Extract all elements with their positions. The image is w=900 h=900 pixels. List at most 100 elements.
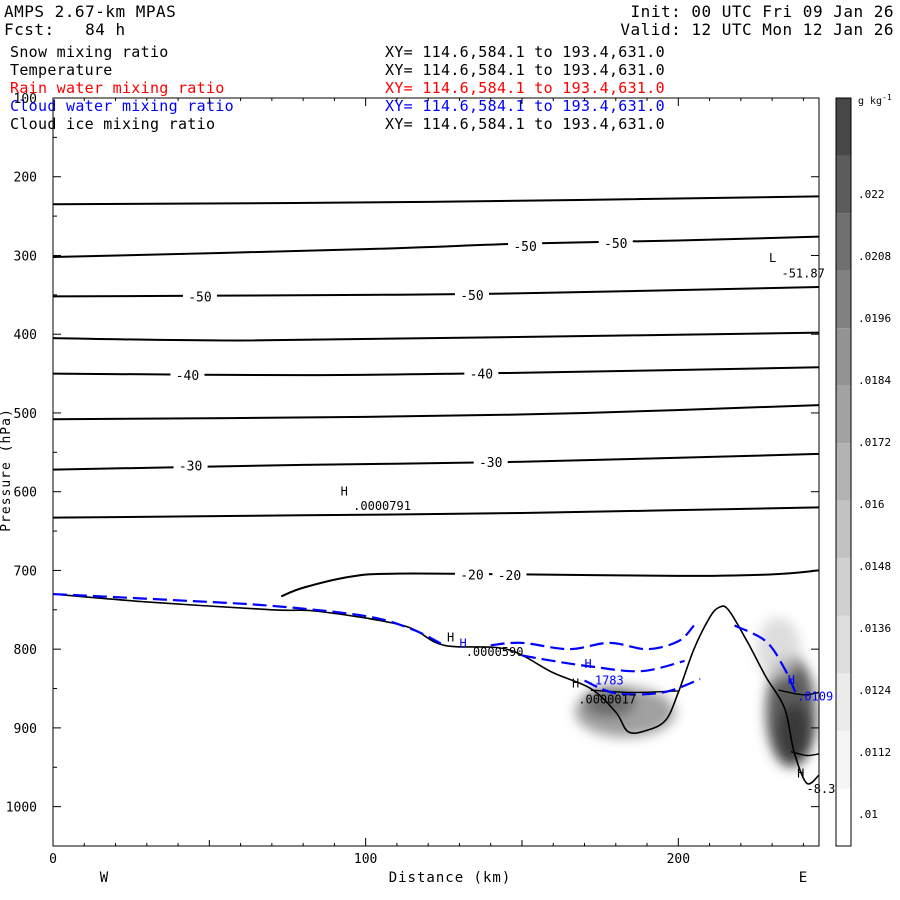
extremum-label: H xyxy=(341,485,348,499)
y-tick-label: 900 xyxy=(14,722,37,737)
isotherm-label-bg xyxy=(473,453,508,470)
isotherm-label-bg xyxy=(170,367,205,384)
colorbar-label: .016 xyxy=(858,498,885,511)
extremum-label: .0109 xyxy=(797,689,833,703)
x-tick-label: 200 xyxy=(667,852,690,867)
colorbar-swatch xyxy=(836,673,851,731)
field-name-cloud-ice: Cloud ice mixing ratio xyxy=(10,115,216,133)
y-tick-label: 1000 xyxy=(6,801,37,816)
colorbar-label: .0208 xyxy=(858,250,891,263)
extremum-label: -51.87 xyxy=(781,267,824,281)
field-xy-temperature: XY= 114.6,584.1 to 193.4,631.0 xyxy=(385,61,665,79)
terrain-outline xyxy=(53,593,819,785)
temperature-isotherms xyxy=(53,195,819,598)
extremum-label: -8.3 xyxy=(806,782,835,796)
plot-frame xyxy=(52,97,820,847)
field-name-cloud-water: Cloud water mixing ratio xyxy=(10,97,234,115)
extremum-label: H xyxy=(459,637,466,651)
colorbar-label: .022 xyxy=(858,188,885,201)
field-xy-cloud-ice: XY= 114.6,584.1 to 193.4,631.0 xyxy=(385,115,665,133)
isotherm-line xyxy=(53,452,819,471)
colorbar-swatch xyxy=(836,328,851,386)
colorbar-swatch xyxy=(836,385,851,444)
init-time: Init: 00 UTC Fri 09 Jan 26 xyxy=(630,2,894,21)
snow-shade-blob xyxy=(584,688,635,717)
isotherm-label-bg xyxy=(182,288,217,305)
forecast-hour: Fcst: 84 h xyxy=(4,20,126,39)
isotherm-label-bg xyxy=(464,365,499,382)
snow-shade-blob xyxy=(756,617,801,681)
isotherm-label-bg xyxy=(173,457,208,474)
cloud-water-contours xyxy=(53,592,799,697)
cloud-water-contour xyxy=(734,624,799,697)
extremum-label: H xyxy=(797,766,804,780)
y-tick-label: 600 xyxy=(14,486,37,501)
isotherm-label: -50 xyxy=(460,289,483,304)
y-tick-label: 500 xyxy=(14,407,37,422)
isotherm-label: -30 xyxy=(479,456,502,471)
extremum-label: .0000791 xyxy=(353,499,411,513)
colorbar-label: .0112 xyxy=(858,746,891,759)
cloud-water-contour xyxy=(584,678,701,696)
isotherm-label: -50 xyxy=(513,240,536,255)
colorbar: .022 .0208 .0196 .0184 .0172 .016 .0148 .0136 .0… xyxy=(835,93,892,847)
colorbar-swatch xyxy=(836,558,851,616)
field-xy-snow: XY= 114.6,584.1 to 193.4,631.0 xyxy=(385,43,665,61)
terrain-line xyxy=(53,593,819,785)
isotherm-line xyxy=(280,569,819,598)
y-tick-label: 100 xyxy=(14,92,37,107)
colorbar-swatch xyxy=(836,615,851,674)
colorbar-label: .0124 xyxy=(858,684,891,697)
extremum-label: H xyxy=(585,657,592,671)
y-tick-label: 300 xyxy=(14,249,37,264)
colorbar-swatch xyxy=(836,730,851,789)
snow-contour-line xyxy=(790,750,819,757)
isotherm-labels: -50 -50 -50 -50 -40 -40 -30 -30 -20 -20 xyxy=(170,234,633,584)
isotherm-line xyxy=(53,195,819,206)
isotherm-label: -50 xyxy=(604,237,627,252)
field-name-rain: Rain water mixing ratio xyxy=(10,79,225,97)
isotherm-label: -40 xyxy=(176,369,199,384)
extremum-label: .0000590 xyxy=(466,645,524,659)
snow-shade-blob xyxy=(778,704,810,760)
valid-time: Valid: 12 UTC Mon 12 Jan 26 xyxy=(620,20,894,39)
isotherm-label-bg xyxy=(454,566,489,583)
colorbar-label: .0148 xyxy=(858,560,891,573)
colorbar-label: .0172 xyxy=(858,436,891,449)
isotherm-label-bg xyxy=(508,238,543,255)
x-tick-label: 0 xyxy=(49,852,57,867)
isotherm-label-bg xyxy=(598,234,633,251)
isotherm-label: -20 xyxy=(460,568,483,583)
field-xy-cloud-water: XY= 114.6,584.1 to 193.4,631.0 xyxy=(385,97,665,115)
isotherm-label: -40 xyxy=(470,368,493,383)
x-axis: 0 100 200 xyxy=(49,98,804,867)
isotherm-line xyxy=(53,506,819,519)
field-xy-rain: XY= 114.6,584.1 to 193.4,631.0 xyxy=(385,79,665,97)
isotherm-line xyxy=(53,366,819,377)
isotherm-label-bg xyxy=(492,567,527,584)
colorbar-label: .0136 xyxy=(858,622,891,635)
extremum-label: L xyxy=(769,251,776,265)
snow-contour-line xyxy=(778,689,819,696)
field-name-snow: Snow mixing ratio xyxy=(10,43,169,61)
colorbar-swatch xyxy=(836,213,851,271)
colorbar-swatch xyxy=(836,98,851,156)
extremum-label: H xyxy=(572,677,579,691)
colorbar-label: .0184 xyxy=(858,374,891,387)
isotherm-line xyxy=(53,404,819,421)
isotherm-line xyxy=(53,235,819,259)
colorbar-swatch xyxy=(836,270,851,329)
isotherm-line xyxy=(53,331,819,342)
y-tick-label: 700 xyxy=(14,564,37,579)
colorbar-swatch xyxy=(836,500,851,559)
field-name-temperature: Temperature xyxy=(10,61,113,79)
y-tick-label: 800 xyxy=(14,643,37,658)
extremum-label: .1783 xyxy=(588,674,624,688)
cloud-water-contour xyxy=(53,592,445,647)
x-tick-label: 100 xyxy=(354,852,377,867)
y-axis: 100 200 300 400 500 600 700 800 900 1000 xyxy=(6,92,819,847)
y-axis-label: Pressure (hPa) xyxy=(0,408,14,532)
isotherm-line xyxy=(53,285,819,298)
extremum-label: H xyxy=(447,630,454,644)
